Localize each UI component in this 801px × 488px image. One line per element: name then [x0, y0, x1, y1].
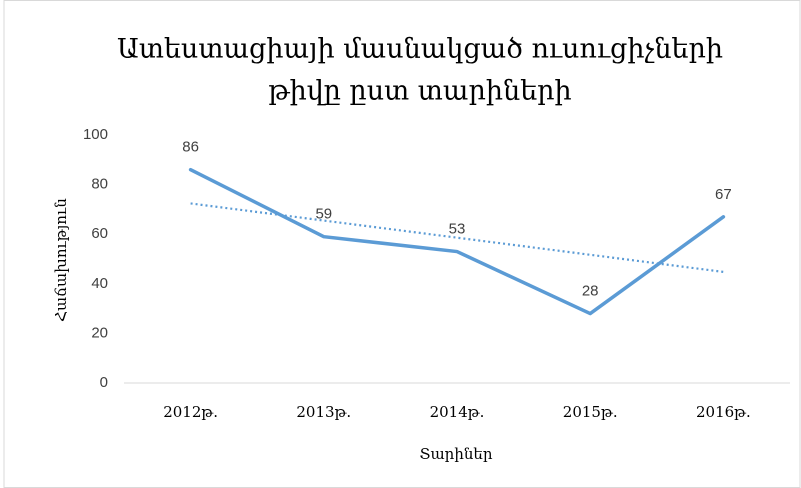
x-tick-label: 2015թ.	[563, 403, 618, 421]
x-tick-label: 2014թ.	[430, 403, 485, 421]
y-axis-title: Հաճախություն	[52, 198, 70, 322]
chart-title: Ատեստացիայի մասնակցած ուսուցիչների	[117, 34, 723, 65]
data-label: 59	[315, 206, 332, 223]
y-tick-label: 20	[91, 324, 108, 341]
x-axis-title: Տարիներ	[419, 445, 492, 463]
y-tick-label: 80	[91, 176, 108, 193]
y-tick-label: 40	[91, 275, 108, 292]
x-tick-label: 2013թ.	[296, 403, 351, 421]
chart-title: թիվը ըստ տարիների	[268, 76, 571, 107]
data-label: 28	[582, 283, 599, 300]
data-label: 53	[449, 221, 466, 238]
line-series	[188, 167, 726, 316]
x-tick-label: 2016թ.	[696, 403, 751, 421]
x-tick-label: 2012թ.	[163, 403, 218, 421]
y-tick-label: 100	[83, 126, 108, 143]
y-tick-label: 60	[91, 225, 108, 242]
y-tick-label: 0	[100, 374, 108, 391]
data-label: 67	[715, 186, 732, 203]
data-label: 86	[182, 139, 199, 156]
